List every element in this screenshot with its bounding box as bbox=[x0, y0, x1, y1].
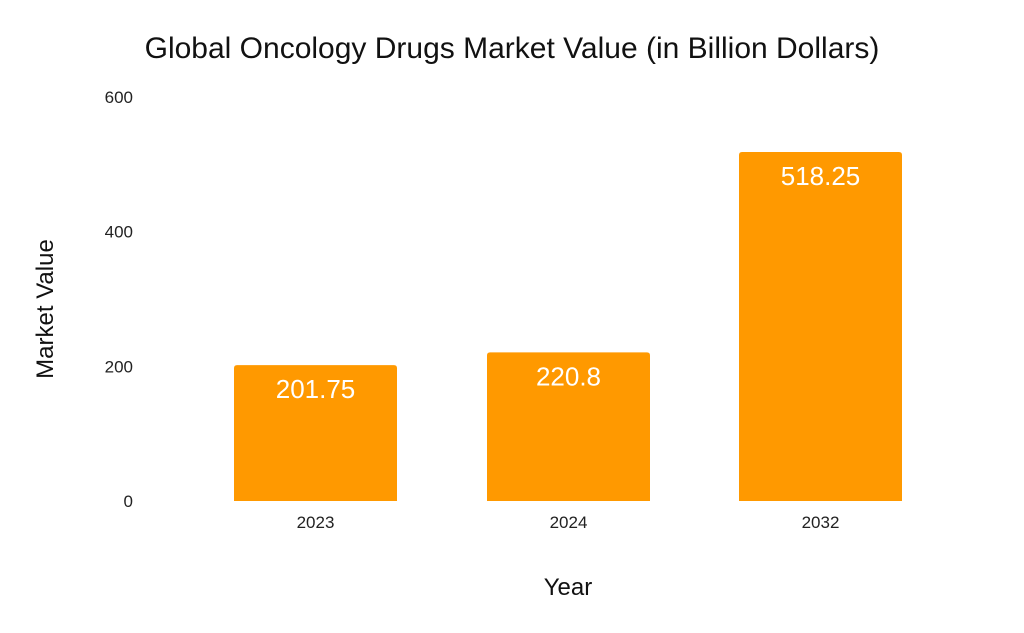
chart-title: Global Oncology Drugs Market Value (in B… bbox=[145, 32, 880, 65]
y-tick-label: 200 bbox=[105, 357, 133, 376]
y-axis-label: Market Value bbox=[32, 239, 59, 379]
x-tick-label: 2024 bbox=[550, 513, 588, 532]
data-label: 518.25 bbox=[781, 161, 861, 191]
data-label: 201.75 bbox=[276, 374, 356, 404]
y-tick-label: 400 bbox=[105, 223, 133, 242]
y-tick-label: 600 bbox=[105, 88, 133, 107]
x-axis-label: Year bbox=[544, 574, 593, 601]
bar-2024 bbox=[487, 352, 650, 501]
x-tick-label: 2032 bbox=[802, 513, 840, 532]
data-label: 220.8 bbox=[536, 361, 601, 391]
bar-2032 bbox=[739, 152, 902, 502]
x-tick-label: 2023 bbox=[297, 513, 335, 532]
y-tick-label: 0 bbox=[124, 492, 133, 511]
bar-2023 bbox=[234, 365, 397, 501]
